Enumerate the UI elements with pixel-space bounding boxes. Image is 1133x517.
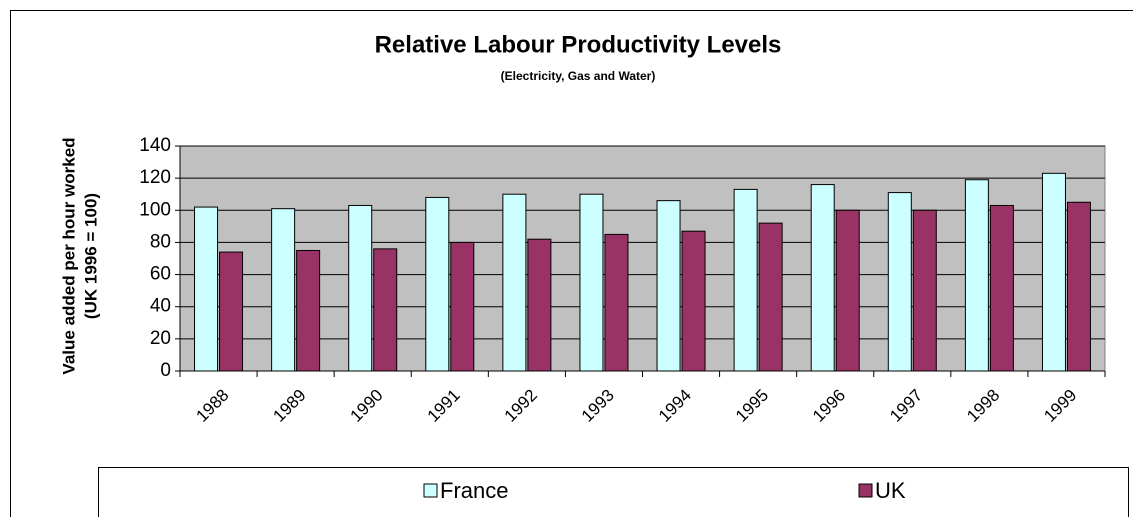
bar [296,249,321,372]
y-axis-label-line: (UK 1996 = 100) [81,193,100,319]
bar [887,192,912,372]
y-tick-label: 80 [150,231,171,252]
chart-title: Relative Labour Productivity Levels [375,31,782,58]
bar [964,179,989,372]
y-tick-label: 0 [160,360,171,381]
legend-box [98,467,1129,517]
y-tick-label: 40 [150,296,171,317]
bar [656,200,681,372]
bar [758,222,783,372]
bar [1066,201,1091,372]
bar [579,193,604,372]
y-tick-label: 140 [139,135,171,156]
bar [450,241,475,372]
y-tick-label: 120 [139,167,171,188]
bar [527,238,552,372]
legend-label: France [440,478,508,503]
bar [1041,172,1066,372]
legend-label: UK [875,478,906,503]
y-tick-label: 100 [139,199,171,220]
bar [681,230,706,372]
y-axis-label: Value added per hour worked (UK 1996 = 1… [59,137,100,374]
chart-subtitle: (Electricity, Gas and Water) [501,69,656,83]
bar [912,209,937,372]
y-tick-label: 20 [150,328,171,349]
y-tick-label: 60 [150,264,171,285]
bar [604,233,629,372]
bar [348,204,373,372]
bar [425,196,450,372]
bar [989,204,1014,372]
bar [373,248,398,372]
bar [733,188,758,372]
bar [271,208,296,372]
bar [194,206,219,372]
legend-swatch [858,483,873,498]
legend-swatch [423,483,438,498]
bar [810,184,835,372]
bar [835,209,860,372]
bar [219,251,244,372]
bar [502,193,527,372]
y-axis-label-line: Value added per hour worked [59,137,78,374]
